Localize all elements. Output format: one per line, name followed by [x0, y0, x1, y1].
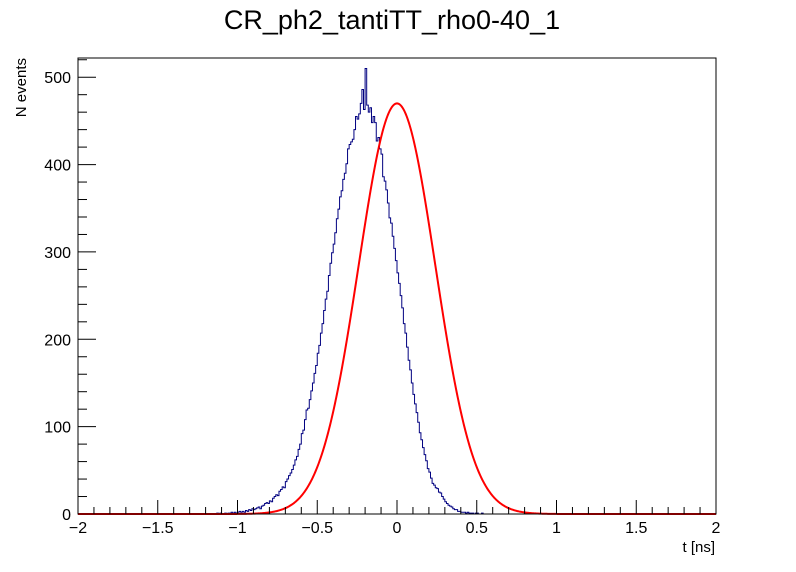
- y-tick-label: 400: [44, 158, 71, 175]
- x-axis-label: t [ns]: [682, 539, 715, 556]
- x-tick-label: 2: [712, 520, 721, 537]
- x-axis: −2 −1.5 −1 −0.5 0 0.5 1 1.5 2: [69, 500, 721, 537]
- y-axis-label: N events: [13, 58, 30, 117]
- x-tick-label: −2: [69, 520, 87, 537]
- y-tick-label: 100: [44, 420, 71, 437]
- y-tick-label: 300: [44, 245, 71, 262]
- chart-title: CR_ph2_tantiTT_rho0-40_1: [224, 5, 560, 35]
- x-tick-label: −0.5: [301, 520, 333, 537]
- x-tick-label: −1: [228, 520, 246, 537]
- y-axis: 0 100 200 300 400 500: [44, 59, 96, 524]
- x-tick-label: 1.5: [625, 520, 647, 537]
- y-tick-label: 0: [62, 507, 71, 524]
- x-tick-label: 1: [552, 520, 561, 537]
- y-tick-label: 200: [44, 332, 71, 349]
- x-tick-label: −1.5: [142, 520, 174, 537]
- x-tick-label: 0: [393, 520, 402, 537]
- y-tick-label: 500: [44, 70, 71, 87]
- x-tick-label: 0.5: [466, 520, 488, 537]
